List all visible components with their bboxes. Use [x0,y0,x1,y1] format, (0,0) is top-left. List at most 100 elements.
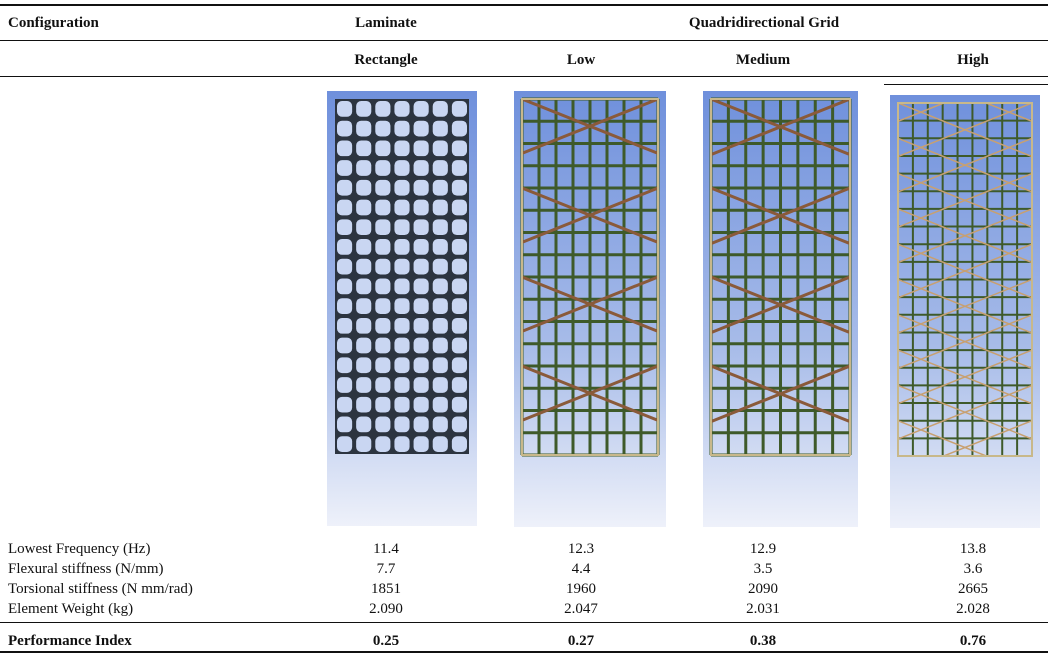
hole [375,338,390,354]
hole [375,279,390,295]
row-label: Lowest Frequency (Hz) [8,540,150,558]
hole [356,298,371,314]
hole [414,318,429,334]
hole [337,219,352,235]
hole [452,180,467,196]
hole [356,377,371,393]
cell: 12.3 [568,540,594,558]
hole [452,279,467,295]
hole [375,101,390,117]
hole [375,318,390,334]
hole [433,279,448,295]
hole [375,200,390,216]
hole [414,259,429,275]
hole [433,140,448,156]
hole [394,318,409,334]
hole [337,298,352,314]
hole [337,259,352,275]
hole [414,357,429,373]
hole [337,121,352,137]
hole [433,298,448,314]
cell: 13.8 [960,540,986,558]
hole [394,279,409,295]
row-label: Torsional stiffness (N mm/rad) [8,580,193,598]
hole [394,417,409,433]
hole [452,417,467,433]
diagonal-rib [711,10,850,66]
hole [394,338,409,354]
row-label: Performance Index [8,632,132,650]
hole [356,397,371,413]
hole [356,318,371,334]
hole [375,259,390,275]
hole [433,357,448,373]
cell: 3.6 [964,560,983,578]
cell: 0.25 [373,632,399,650]
hole [433,417,448,433]
hole [394,259,409,275]
hole [337,357,352,373]
hole [337,101,352,117]
hole [452,259,467,275]
hole [375,239,390,255]
cell: 0.27 [568,632,594,650]
hole [433,200,448,216]
hole [414,377,429,393]
hole [452,101,467,117]
hole [337,397,352,413]
hole [433,239,448,255]
hole [356,279,371,295]
cell: 2.028 [956,600,990,618]
hole [337,318,352,334]
hole [433,338,448,354]
hole [452,140,467,156]
hole [356,417,371,433]
hole [356,357,371,373]
hole [356,180,371,196]
diagonal-rib [898,0,1032,15]
hole [394,219,409,235]
hole [375,436,390,452]
hole [356,239,371,255]
hole [452,298,467,314]
diagonal-rib [522,10,658,64]
hole [375,417,390,433]
hole [375,121,390,137]
hole [452,318,467,334]
hole [375,397,390,413]
hole [375,377,390,393]
hole [356,219,371,235]
hole [414,397,429,413]
hole [414,140,429,156]
cell: 0.38 [750,632,776,650]
hole [375,180,390,196]
cell: 12.9 [750,540,776,558]
diagonal-rib [898,32,1032,86]
hole [375,140,390,156]
hole [337,160,352,176]
hole [433,160,448,176]
cell: 2090 [748,580,778,598]
hole [337,417,352,433]
diagonal-rib [522,10,658,64]
hole [337,377,352,393]
hole [337,140,352,156]
hole [337,338,352,354]
hole [356,259,371,275]
cell: 1851 [371,580,401,598]
diagonal-rib [898,0,1032,15]
cell: 2665 [958,580,988,598]
diagonal-rib [898,0,1032,51]
hole [337,239,352,255]
bottom-rule [0,651,1048,653]
hole [414,200,429,216]
hole [414,239,429,255]
cell: 7.7 [377,560,396,578]
cell: 0.76 [960,632,986,650]
hole [452,377,467,393]
hole [414,101,429,117]
cell: 2.047 [564,600,598,618]
cell: 4.4 [572,560,591,578]
hole [394,200,409,216]
hole [414,417,429,433]
